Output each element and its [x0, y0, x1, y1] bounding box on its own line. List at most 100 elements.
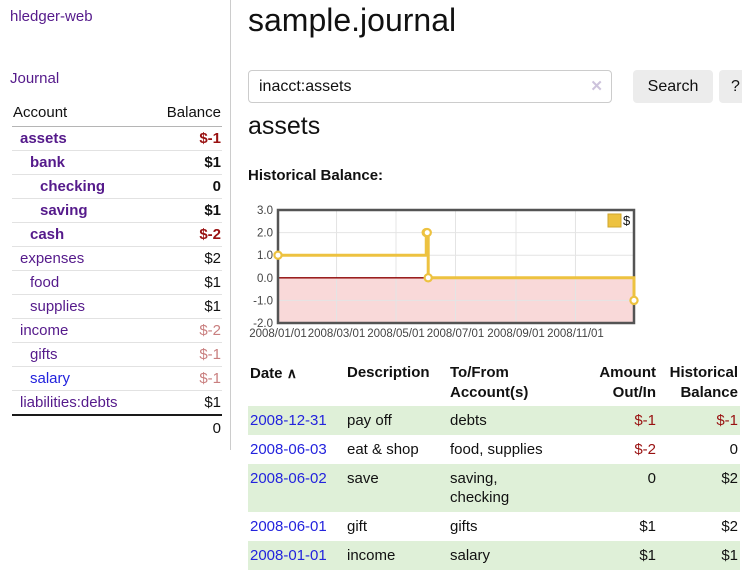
account-balance: $-2 [149, 222, 222, 247]
sidebar-account-link-liabilities-debts[interactable]: liabilities:debts [20, 394, 118, 411]
search-button[interactable]: Search [633, 70, 713, 103]
help-button[interactable]: ? [719, 70, 742, 103]
sidebar-account-row: checking 0 [12, 174, 222, 199]
account-balance: $-2 [149, 318, 222, 343]
sidebar-account-row: supplies $1 [12, 294, 222, 319]
search-input[interactable] [248, 70, 612, 103]
y-tick-label: 1.0 [257, 250, 273, 262]
transaction-accounts: debts [450, 412, 487, 429]
transaction-row[interactable]: 2008-01-01 income salary $1 $1 [248, 541, 740, 570]
transaction-balance: $2 [721, 518, 738, 535]
x-tick-label: 2008/01/01 [249, 328, 307, 340]
x-tick-label: 2008/07/01 [427, 328, 485, 340]
sidebar-item-journal[interactable]: Journal [10, 70, 60, 87]
y-tick-label: 3.0 [257, 205, 273, 217]
transaction-description: gift [347, 518, 368, 535]
sidebar-account-row: income $-2 [12, 318, 222, 343]
transaction-accounts: salary [450, 547, 491, 564]
account-balance: $1 [149, 198, 222, 223]
transaction-date-link[interactable]: 2008-01-01 [250, 547, 327, 564]
app-title-link[interactable]: hledger-web [10, 8, 93, 25]
transaction-amount: 0 [647, 470, 656, 487]
transaction-accounts: saving, checking [450, 470, 510, 506]
sidebar-account-row: cash $-2 [12, 222, 222, 247]
sidebar-account-row: bank $1 [12, 150, 222, 175]
accounts-header-account: Account [12, 100, 150, 127]
transaction-description: save [347, 470, 379, 487]
transaction-balance: $-1 [716, 412, 738, 429]
account-balance: $-1 [149, 342, 222, 367]
account-balance: $1 [149, 294, 222, 319]
data-point-marker [422, 227, 432, 238]
account-balance: $1 [149, 270, 222, 295]
account-balance: $-1 [149, 366, 222, 391]
account-balance: $1 [149, 150, 222, 175]
main-content: sample.journal ✕ Search ? assets Histori… [231, 0, 742, 582]
transaction-date-link[interactable]: 2008-12-31 [250, 412, 327, 429]
transaction-amount: $1 [639, 518, 656, 535]
legend-label: $ [623, 213, 631, 228]
sidebar-account-link-gifts[interactable]: gifts [30, 346, 58, 363]
transaction-row[interactable]: 2008-12-31 pay off debts $-1 $-1 [248, 406, 740, 435]
sidebar-account-link-assets[interactable]: assets [20, 130, 67, 147]
sidebar-account-link-checking[interactable]: checking [40, 178, 106, 195]
data-point-marker [629, 295, 639, 306]
sidebar-account-row: assets $-1 [12, 126, 222, 151]
transaction-accounts: gifts [450, 518, 478, 535]
data-point-marker [273, 250, 283, 260]
y-tick-label: -2.0 [253, 318, 273, 330]
sidebar-account-link-saving[interactable]: saving [40, 202, 88, 219]
column-header-balance: Historical Balance [669, 364, 738, 401]
column-header-date[interactable]: Date ∧ [250, 365, 297, 382]
clear-search-icon[interactable]: ✕ [590, 78, 603, 95]
sidebar-account-link-cash[interactable]: cash [30, 226, 65, 243]
accounts-header-row: Account Balance [12, 100, 222, 127]
transaction-balance: $2 [721, 470, 738, 487]
legend-swatch [607, 213, 622, 228]
x-tick-label: 2008/09/01 [487, 328, 545, 340]
account-balance: $1 [149, 390, 222, 416]
account-balance: $2 [149, 246, 222, 271]
sidebar-account-link-salary[interactable]: salary [30, 370, 71, 387]
transaction-description: income [347, 547, 396, 564]
transaction-balance: 0 [729, 441, 738, 458]
sidebar-account-link-expenses[interactable]: expenses [20, 250, 85, 267]
x-tick-label: 2008/05/01 [367, 328, 425, 340]
transaction-accounts: food, supplies [450, 441, 543, 458]
y-tick-label: -1.0 [253, 295, 273, 307]
transactions-header-row: Date ∧ Description To/From Account(s) Am… [248, 360, 740, 406]
column-header-description: Description [347, 364, 430, 381]
transaction-date-link[interactable]: 2008-06-01 [250, 518, 327, 535]
accounts-header-balance: Balance [149, 100, 222, 127]
plot-border [276, 208, 636, 325]
accounts-total-row: 0 [12, 414, 222, 440]
transaction-row[interactable]: 2008-06-02 save saving, checking 0 $2 [248, 464, 740, 512]
transaction-balance: $1 [721, 547, 738, 564]
sidebar-account-link-supplies[interactable]: supplies [30, 298, 86, 315]
x-tick-label: 2008/03/01 [308, 328, 366, 340]
y-tick-label: 0.0 [257, 273, 273, 285]
sidebar-account-link-income[interactable]: income [20, 322, 69, 339]
account-balance: $-1 [149, 126, 222, 151]
x-tick-label: 2008/11/01 [547, 328, 604, 340]
page-title: sample.journal [248, 2, 457, 38]
transaction-date-link[interactable]: 2008-06-02 [250, 470, 327, 487]
accounts-total-value: 0 [149, 414, 222, 440]
sidebar-account-row: saving $1 [12, 198, 222, 223]
sidebar-account-link-food[interactable]: food [30, 274, 60, 291]
sort-ascending-icon: ∧ [286, 365, 297, 381]
transaction-description: eat & shop [347, 441, 419, 458]
sidebar-account-link-bank[interactable]: bank [30, 154, 66, 171]
column-header-tofrom: To/From Account(s) [450, 364, 529, 401]
sidebar-account-row: liabilities:debts $1 [12, 390, 222, 416]
transaction-row[interactable]: 2008-06-01 gift gifts $1 $2 [248, 512, 740, 541]
transactions-table: Date ∧ Description To/From Account(s) Am… [248, 360, 740, 570]
account-balance: 0 [149, 174, 222, 199]
transaction-description: pay off [347, 412, 392, 429]
data-point-marker [423, 273, 433, 283]
sidebar-account-row: expenses $2 [12, 246, 222, 271]
y-tick-label: 2.0 [257, 228, 273, 240]
transaction-date-link[interactable]: 2008-06-03 [250, 441, 327, 458]
transaction-amount: $-1 [634, 412, 656, 429]
transaction-row[interactable]: 2008-06-03 eat & shop food, supplies $-2 0 [248, 435, 740, 464]
